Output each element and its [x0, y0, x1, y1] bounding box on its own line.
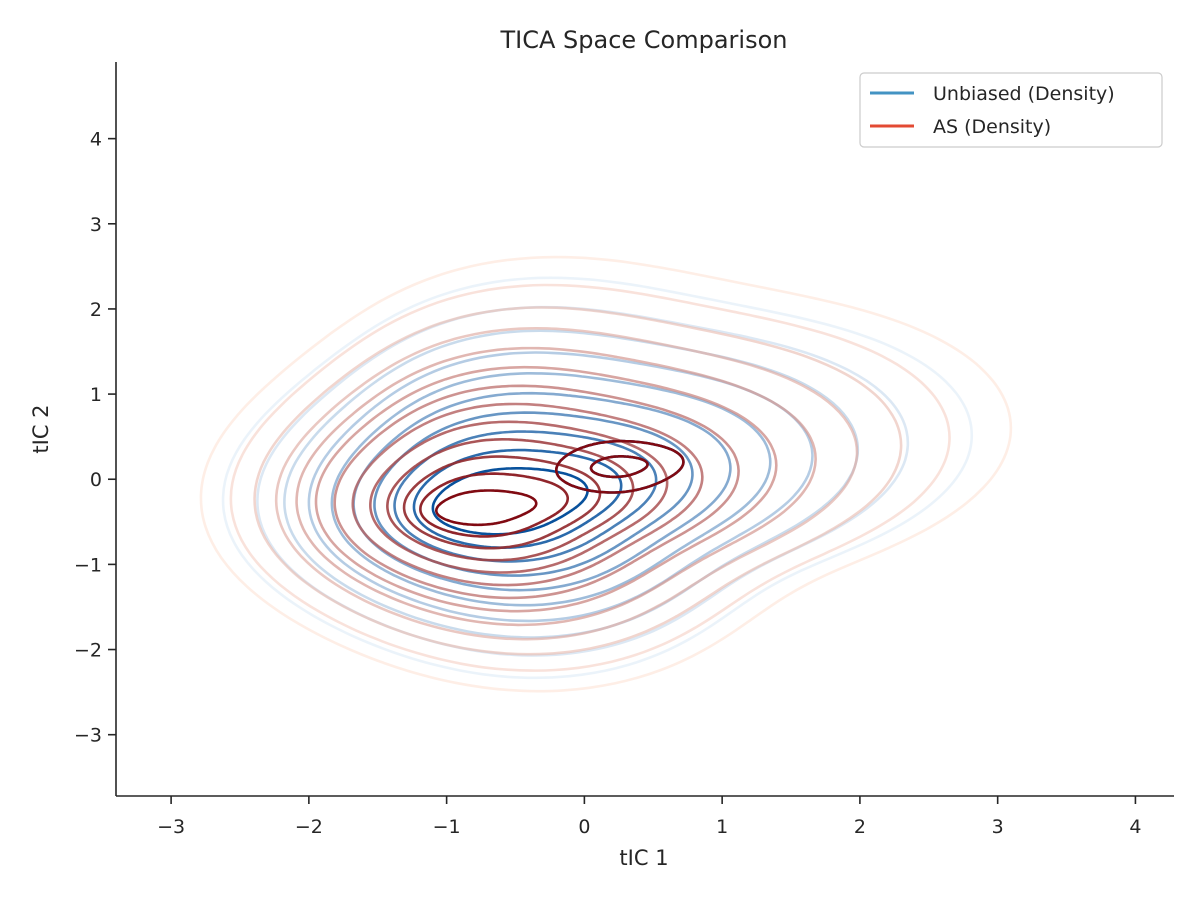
x-ticks: −3 −2 −1 0 1 2 3 4 — [157, 796, 1141, 838]
y-tick-label: 4 — [90, 129, 102, 151]
x-tick-label: −1 — [433, 816, 461, 838]
x-tick-label: 4 — [1129, 816, 1141, 838]
x-tick-label: 3 — [992, 816, 1004, 838]
y-tick-label: −3 — [74, 725, 102, 747]
y-tick-label: 3 — [90, 214, 102, 236]
as-contour-level — [369, 420, 669, 574]
as-contour-level — [386, 437, 635, 562]
y-tick-label: 2 — [90, 299, 102, 321]
x-axis-label: tIC 1 — [619, 846, 668, 870]
legend: Unbiased (Density) AS (Density) — [859, 72, 1163, 148]
y-axis-label: tIC 2 — [29, 404, 53, 453]
as-secondary-mode-contour — [554, 439, 685, 494]
x-tick-label: −3 — [157, 816, 185, 838]
as-contour-level — [199, 255, 1013, 693]
legend-label-unbiased: Unbiased (Density) — [933, 83, 1115, 105]
unbiased-contour-level — [431, 466, 589, 536]
as-contour-level — [333, 384, 740, 600]
as-contour-level — [295, 346, 817, 627]
x-tick-label: 0 — [578, 816, 590, 838]
unbiased-contour-level — [373, 411, 694, 577]
x-tick-label: 2 — [854, 816, 866, 838]
as-contour-level — [402, 455, 602, 550]
legend-label-as: AS (Density) — [933, 116, 1051, 138]
as-secondary-mode-contour — [589, 454, 649, 479]
unbiased-contour-level — [330, 371, 772, 607]
as-contour-level — [314, 365, 778, 613]
x-tick-label: −2 — [295, 816, 323, 838]
y-ticks: −3 −2 −1 0 1 2 3 4 — [74, 129, 116, 747]
as-contour-level — [351, 402, 704, 587]
y-tick-label: −1 — [74, 554, 102, 576]
legend-box — [859, 72, 1163, 148]
as-density-contours — [199, 255, 1013, 693]
x-tick-label: 1 — [716, 816, 728, 838]
plot-area — [199, 255, 1013, 693]
as-contour-level — [419, 472, 570, 538]
chart-title: TICA Space Comparison — [499, 26, 787, 54]
as-contour-level — [434, 489, 538, 527]
unbiased-contour-level — [221, 276, 974, 680]
y-tick-label: 0 — [90, 469, 102, 491]
y-tick-label: 1 — [90, 384, 102, 406]
unbiased-contour-level — [412, 448, 623, 550]
unbiased-contour-level — [393, 430, 658, 563]
as-contour-level — [229, 283, 951, 672]
as-contour-level — [253, 306, 903, 656]
y-tick-label: −2 — [74, 640, 102, 662]
as-contour-level — [274, 326, 859, 641]
unbiased-contour-level — [256, 305, 910, 657]
